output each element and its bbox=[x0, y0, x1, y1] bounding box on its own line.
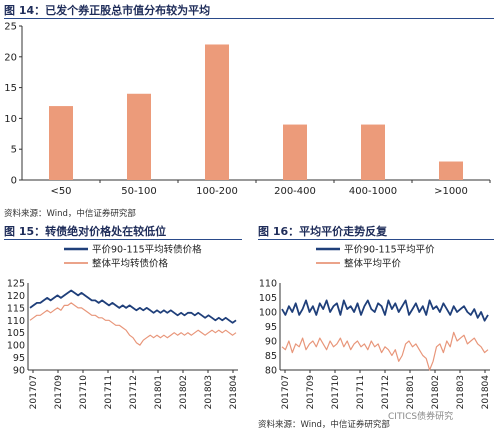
fig15-x-tick-label-1: 201709 bbox=[54, 375, 64, 410]
y-tick-label-0: 0 bbox=[11, 176, 17, 187]
fig16-x-tick-label-0: 201707 bbox=[281, 375, 291, 409]
fig16-x-tick-label-1: 201709 bbox=[306, 375, 316, 410]
watermark: CITICS债券研究 bbox=[388, 412, 454, 422]
fig16-y-tick-label-3: 95 bbox=[265, 322, 277, 333]
figure-16-title-rule bbox=[258, 239, 494, 240]
fig15-legend-label-1: 整体平均转债价格 bbox=[92, 258, 169, 270]
x-tick-label-4: 400-1000 bbox=[349, 186, 397, 197]
fig16-series-line-0 bbox=[281, 299, 489, 322]
y-tick-label-3: 15 bbox=[4, 83, 17, 94]
fig15-x-tick-label-0: 201707 bbox=[29, 375, 39, 409]
y-tick-label-5: 25 bbox=[4, 22, 17, 33]
fig16-x-tick-label-3: 201711 bbox=[356, 375, 366, 409]
fig16-legend-label-0: 平价90-115平均平价 bbox=[344, 244, 435, 256]
figure-16-source: 资料来源：Wind，中信证券研究部 bbox=[258, 420, 390, 430]
fig16-x-tick-label-8: 201804 bbox=[481, 375, 491, 410]
bar-1 bbox=[127, 93, 151, 180]
fig15-x-tick-label-3: 201711 bbox=[104, 375, 114, 409]
fig16-y-tick-label-0: 80 bbox=[265, 366, 277, 377]
x-tick-label-2: 100-200 bbox=[196, 186, 238, 197]
fig15-series-line-0 bbox=[29, 289, 237, 324]
fig15-x-tick-label-7: 201803 bbox=[204, 375, 214, 409]
figure-14-title: 图 14：已发个券正股总市值分布较为平均 bbox=[4, 4, 211, 17]
fig16-y-tick-label-6: 110 bbox=[259, 279, 277, 290]
fig15-x-tick-label-6: 201802 bbox=[179, 375, 189, 409]
bar-3 bbox=[283, 124, 307, 180]
fig15-y-tick-label-3: 105 bbox=[7, 328, 25, 339]
fig15-y-tick-label-4: 110 bbox=[7, 316, 25, 327]
x-tick-label-0: <50 bbox=[50, 186, 71, 197]
fig16-x-tick-label-2: 201710 bbox=[331, 375, 341, 410]
bar-0 bbox=[49, 106, 73, 180]
fig15-x-tick-label-8: 201804 bbox=[229, 375, 239, 410]
y-tick-label-4: 20 bbox=[4, 52, 17, 63]
fig16-y-tick-label-4: 100 bbox=[259, 308, 277, 319]
fig15-x-tick-label-5: 201801 bbox=[154, 375, 164, 409]
figure-14-title-rule bbox=[4, 18, 494, 19]
fig15-legend-label-0: 平价90-115平均转债价格 bbox=[92, 244, 202, 256]
fig15-series-line-1 bbox=[29, 302, 237, 346]
figure-15-title: 图 15：转债绝对价格处在较低位 bbox=[4, 225, 167, 238]
fig16-y-tick-label-2: 90 bbox=[265, 337, 277, 348]
fig16-x-tick-label-5: 201801 bbox=[406, 375, 416, 409]
fig15-y-tick-label-7: 125 bbox=[7, 279, 25, 290]
fig16-series-line-1 bbox=[281, 331, 489, 371]
fig15-y-tick-label-0: 90 bbox=[13, 366, 25, 377]
fig15-y-tick-label-6: 120 bbox=[7, 291, 25, 302]
bar-5 bbox=[439, 161, 463, 180]
fig15-x-tick-label-2: 201710 bbox=[79, 375, 89, 410]
x-tick-label-3: 200-400 bbox=[274, 186, 316, 197]
fig15-y-tick-label-2: 100 bbox=[7, 341, 25, 352]
bar-2 bbox=[205, 44, 229, 181]
figure-14-source: 资料来源：Wind，中信证券研究部 bbox=[4, 209, 136, 219]
figure-15-title-rule bbox=[4, 239, 242, 240]
x-tick-label-5: >1000 bbox=[434, 186, 468, 197]
fig16-y-tick-label-1: 85 bbox=[265, 351, 277, 362]
fig15-y-tick-label-1: 95 bbox=[13, 353, 25, 364]
y-tick-label-2: 10 bbox=[4, 114, 17, 125]
fig15-y-tick-label-5: 115 bbox=[7, 303, 25, 314]
fig16-x-tick-label-7: 201803 bbox=[456, 375, 466, 409]
y-tick-label-1: 5 bbox=[11, 145, 17, 156]
figure-16-title: 图 16：平均平价走势反复 bbox=[258, 225, 388, 238]
fig16-y-tick-label-5: 105 bbox=[259, 293, 277, 304]
fig16-x-tick-label-4: 201712 bbox=[381, 375, 391, 409]
fig16-legend-label-1: 整体平均平价 bbox=[344, 258, 402, 270]
bar-chart: 0 5 10 15 20 25 <50 50-100 100-200 200-400 400-100… bbox=[4, 22, 491, 197]
bar-4 bbox=[361, 124, 385, 180]
fig16-x-tick-label-6: 201802 bbox=[431, 375, 441, 409]
fig15-x-tick-label-4: 201712 bbox=[129, 375, 139, 409]
line-chart-parity: 80 85 90 95 100 105 110 201707 201709 201710 20171… bbox=[259, 244, 491, 410]
x-tick-label-1: 50-100 bbox=[121, 186, 156, 197]
